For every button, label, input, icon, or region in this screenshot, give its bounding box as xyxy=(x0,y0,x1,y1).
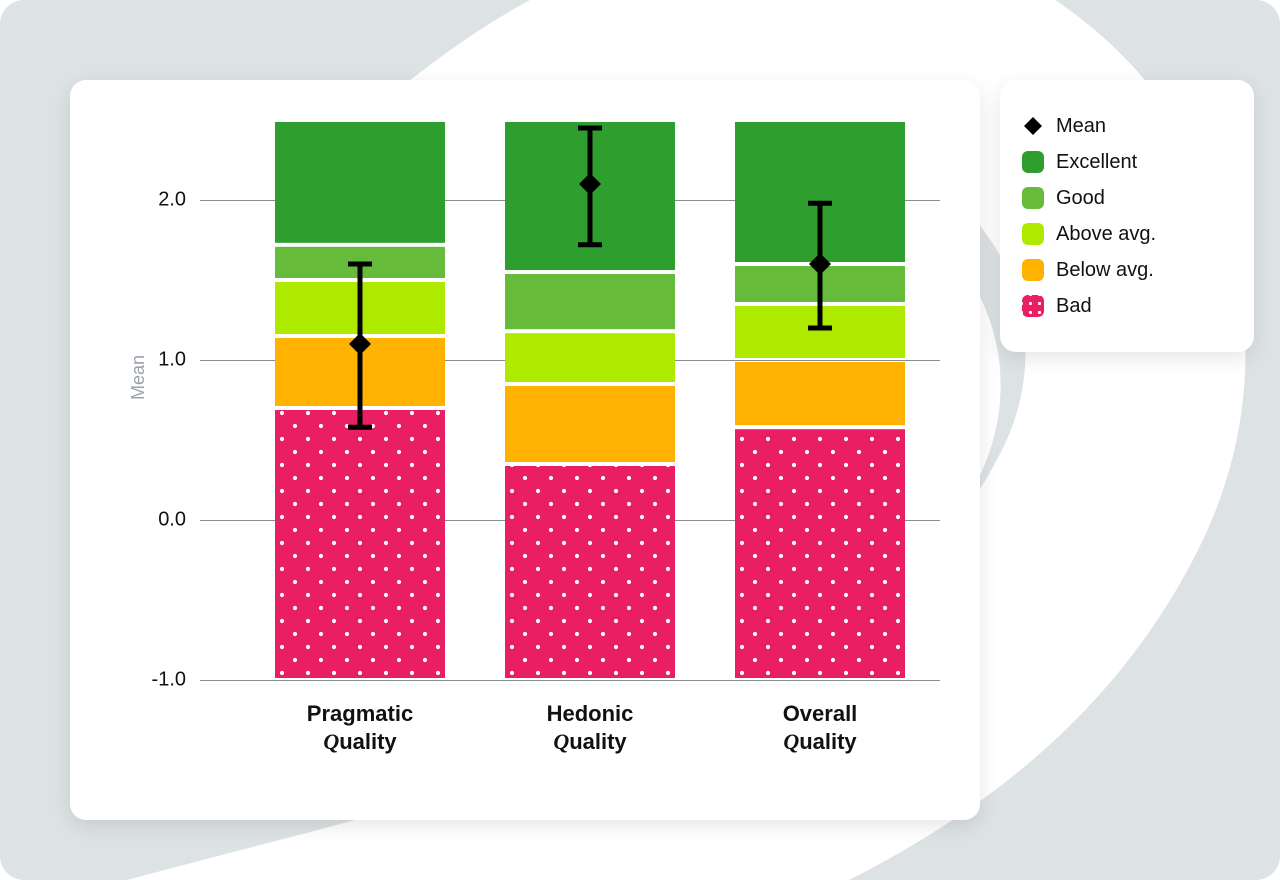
y-tick-label: -1.0 xyxy=(152,669,186,692)
band-bad xyxy=(735,429,905,678)
band-bad xyxy=(505,466,675,678)
page-background: Mean -1.00.01.02.0 PragmaticQualityHedon… xyxy=(0,0,1280,880)
x-axis-label: OverallQuality xyxy=(720,700,920,755)
x-label-line2: Quality xyxy=(720,728,920,756)
legend-swatch-above xyxy=(1022,223,1044,245)
y-tick-label: 0.0 xyxy=(158,509,186,532)
bar-1 xyxy=(505,120,675,680)
x-label-line2: Quality xyxy=(260,728,460,756)
legend-item-below: Below avg. xyxy=(1022,256,1232,284)
bar-2 xyxy=(735,120,905,680)
x-label-line1: Pragmatic xyxy=(260,700,460,728)
legend-label: Bad xyxy=(1056,292,1092,320)
legend-label: Mean xyxy=(1056,112,1106,140)
band-below xyxy=(505,386,675,462)
x-axis-label: HedonicQuality xyxy=(490,700,690,755)
y-axis-label: Mean xyxy=(128,355,149,400)
band-excellent xyxy=(275,122,445,243)
x-label-line1: Overall xyxy=(720,700,920,728)
chart-card: Mean -1.00.01.02.0 PragmaticQualityHedon… xyxy=(70,80,980,820)
x-axis-label: PragmaticQuality xyxy=(260,700,460,755)
x-label-line2: Quality xyxy=(490,728,690,756)
legend-item-above: Above avg. xyxy=(1022,220,1232,248)
mean-diamond-icon xyxy=(1022,115,1044,137)
legend-swatch-below xyxy=(1022,259,1044,281)
legend-swatch-excellent xyxy=(1022,151,1044,173)
y-tick-label: 1.0 xyxy=(158,349,186,372)
legend-label: Below avg. xyxy=(1056,256,1154,284)
legend-label: Above avg. xyxy=(1056,220,1156,248)
legend-item-excellent: Excellent xyxy=(1022,148,1232,176)
legend-item-bad: Bad xyxy=(1022,292,1232,320)
y-tick-label: 2.0 xyxy=(158,189,186,212)
legend-label: Excellent xyxy=(1056,148,1137,176)
gridline xyxy=(200,680,940,681)
band-above xyxy=(505,333,675,382)
band-below xyxy=(735,362,905,425)
chart-plot-area: -1.00.01.02.0 xyxy=(200,120,940,680)
band-good xyxy=(505,274,675,329)
legend-label: Good xyxy=(1056,184,1105,212)
legend-swatch-bad xyxy=(1022,295,1044,317)
legend-swatch-good xyxy=(1022,187,1044,209)
band-bad xyxy=(275,410,445,678)
legend-card: Mean Excellent Good Above avg. Below avg. Bad xyxy=(1000,80,1254,352)
x-label-line1: Hedonic xyxy=(490,700,690,728)
bar-0 xyxy=(275,120,445,680)
legend-item-mean: Mean xyxy=(1022,112,1232,140)
legend-item-good: Good xyxy=(1022,184,1232,212)
